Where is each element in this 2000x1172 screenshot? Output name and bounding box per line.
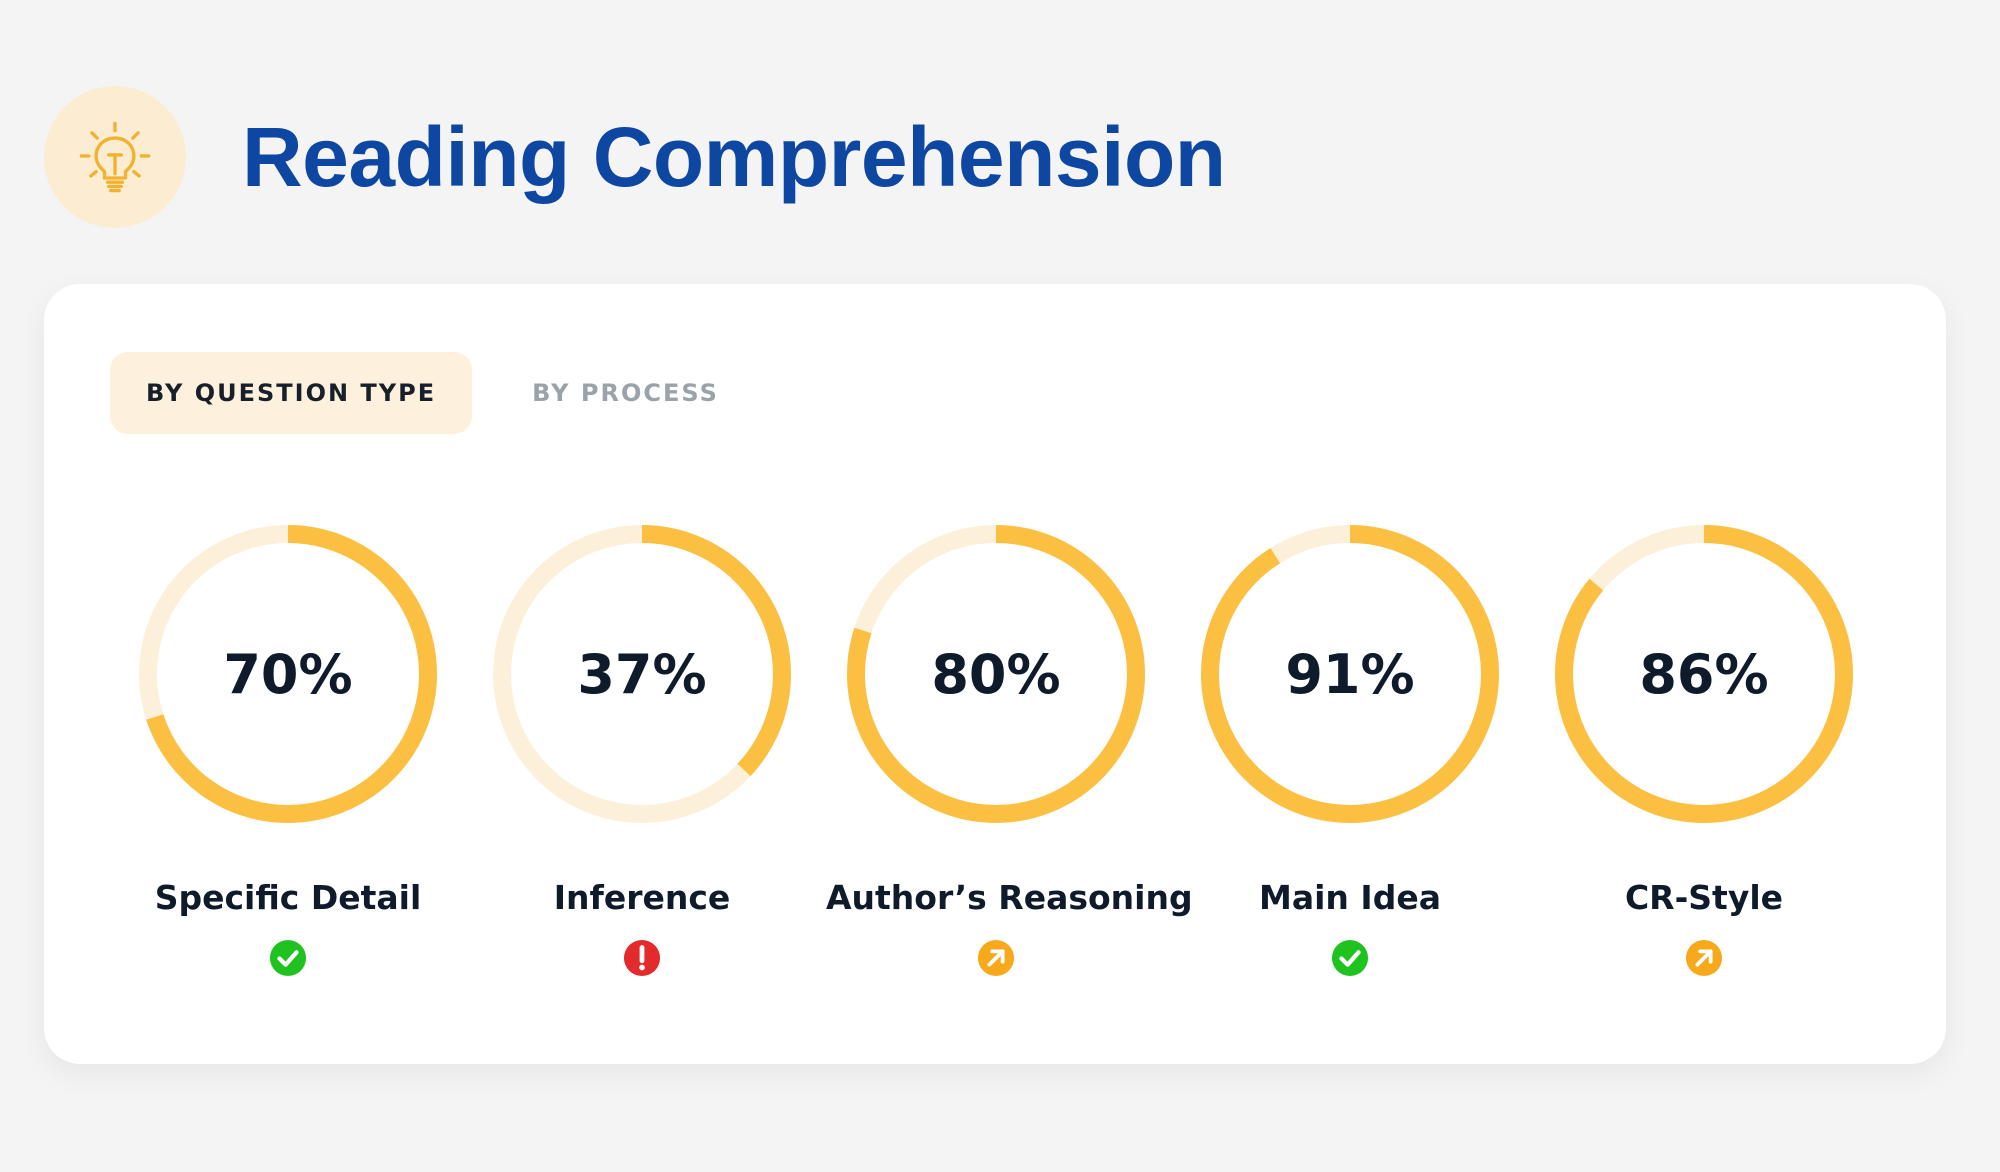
progress-ring: 70% — [139, 525, 437, 823]
arrow-up-right-icon — [1685, 939, 1723, 977]
metric-card: 37% Inference — [472, 524, 812, 977]
progress-ring-fill — [1201, 525, 1499, 823]
progress-ring: 91% — [1201, 525, 1499, 823]
metric-card: 86% CR-Style — [1534, 524, 1874, 977]
progress-ring: 80% — [847, 525, 1145, 823]
tab-by-process[interactable]: BY PROCESS — [532, 379, 719, 407]
percent-value: 37% — [577, 643, 706, 706]
metric-label: Specific Detail — [154, 878, 422, 917]
tab-by-question-type[interactable]: BY QUESTION TYPE — [110, 352, 473, 434]
page-header: Reading Comprehension — [44, 86, 1226, 228]
progress-ring-fill — [1555, 525, 1853, 823]
metric-card: 91% Main Idea — [1180, 524, 1520, 977]
percent-value: 86% — [1639, 643, 1768, 706]
percent-value: 70% — [223, 643, 352, 706]
results-card: BY QUESTION TYPE BY PROCESS 70% Specific … — [44, 284, 1946, 1064]
check-icon — [269, 939, 307, 977]
metrics-row: 70% Specific Detail 37% Inference 80% Author’… — [44, 524, 1946, 1024]
metric-label: Inference — [553, 878, 731, 917]
percent-value: 80% — [931, 643, 1060, 706]
lightbulb-badge — [44, 86, 186, 228]
progress-ring: 86% — [1555, 525, 1853, 823]
progress-ring-fill — [139, 525, 437, 823]
check-icon — [1331, 939, 1369, 977]
alert-icon — [623, 939, 661, 977]
progress-ring: 37% — [493, 525, 791, 823]
metric-label: Main Idea — [1259, 878, 1441, 917]
arrow-up-right-icon — [977, 939, 1015, 977]
percent-value: 91% — [1285, 643, 1414, 706]
progress-ring-fill — [847, 525, 1145, 823]
metric-label: Author’s Reasoning — [826, 878, 1193, 917]
metric-card: 80% Author’s Reasoning — [826, 524, 1193, 977]
progress-ring-fill — [493, 525, 791, 823]
metric-label: CR-Style — [1624, 878, 1784, 917]
page-title: Reading Comprehension — [242, 109, 1226, 204]
metric-card: 70% Specific Detail — [118, 524, 458, 977]
lightbulb-icon — [79, 121, 151, 193]
view-tabs: BY QUESTION TYPE BY PROCESS — [110, 352, 755, 434]
